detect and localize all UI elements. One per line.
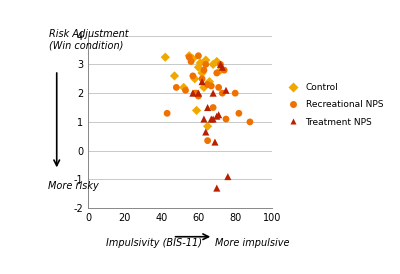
Point bbox=[202, 62, 209, 67]
Point bbox=[197, 61, 204, 65]
Point bbox=[193, 108, 200, 113]
Point bbox=[217, 62, 224, 67]
Point bbox=[217, 68, 224, 72]
Point bbox=[217, 62, 224, 67]
Point bbox=[195, 54, 202, 58]
Text: More impulsive: More impulsive bbox=[215, 238, 290, 248]
Text: Impulsivity (BIS-11): Impulsivity (BIS-11) bbox=[106, 238, 202, 248]
Point bbox=[186, 55, 192, 59]
Point bbox=[247, 120, 253, 124]
Point bbox=[210, 105, 216, 110]
Point bbox=[225, 175, 231, 179]
Point bbox=[219, 91, 226, 95]
Text: More risky: More risky bbox=[48, 181, 98, 191]
Point bbox=[190, 91, 196, 95]
Point bbox=[201, 85, 207, 90]
Point bbox=[199, 71, 205, 75]
Point bbox=[192, 77, 198, 81]
Point bbox=[195, 91, 202, 95]
Point bbox=[190, 74, 196, 78]
Point bbox=[202, 130, 209, 134]
Point bbox=[212, 140, 218, 144]
Point bbox=[188, 59, 194, 64]
Point bbox=[192, 91, 198, 95]
Point bbox=[195, 94, 202, 98]
Point bbox=[201, 68, 207, 72]
Legend: Control, Recreational NPS, Treatment NPS: Control, Recreational NPS, Treatment NPS bbox=[284, 83, 383, 127]
Point bbox=[190, 56, 196, 61]
Point bbox=[193, 91, 200, 95]
Point bbox=[182, 88, 189, 93]
Point bbox=[204, 105, 211, 110]
Point bbox=[232, 91, 238, 95]
Point bbox=[204, 82, 211, 87]
Point bbox=[201, 117, 207, 121]
Point bbox=[206, 79, 213, 84]
Text: Risk Adjustment
(Win condition): Risk Adjustment (Win condition) bbox=[49, 29, 129, 50]
Point bbox=[210, 62, 216, 67]
Point bbox=[204, 124, 211, 129]
Point bbox=[164, 111, 170, 116]
Point bbox=[199, 79, 205, 84]
Point bbox=[223, 88, 229, 93]
Point bbox=[210, 117, 216, 121]
Point bbox=[214, 114, 220, 118]
Point bbox=[236, 111, 242, 116]
Point bbox=[186, 54, 192, 58]
Point bbox=[210, 91, 216, 95]
Point bbox=[162, 55, 168, 59]
Point bbox=[219, 65, 226, 70]
Point bbox=[204, 138, 211, 143]
Point bbox=[208, 117, 214, 121]
Point bbox=[180, 85, 187, 90]
Point bbox=[221, 68, 227, 72]
Point bbox=[214, 71, 220, 75]
Point bbox=[202, 58, 209, 62]
Point bbox=[216, 85, 222, 90]
Point bbox=[199, 77, 205, 81]
Point bbox=[171, 74, 178, 78]
Point bbox=[214, 59, 220, 64]
Point bbox=[208, 84, 214, 88]
Point bbox=[216, 113, 222, 117]
Point bbox=[195, 65, 202, 70]
Point bbox=[173, 85, 180, 90]
Point bbox=[223, 117, 229, 121]
Point bbox=[214, 186, 220, 190]
